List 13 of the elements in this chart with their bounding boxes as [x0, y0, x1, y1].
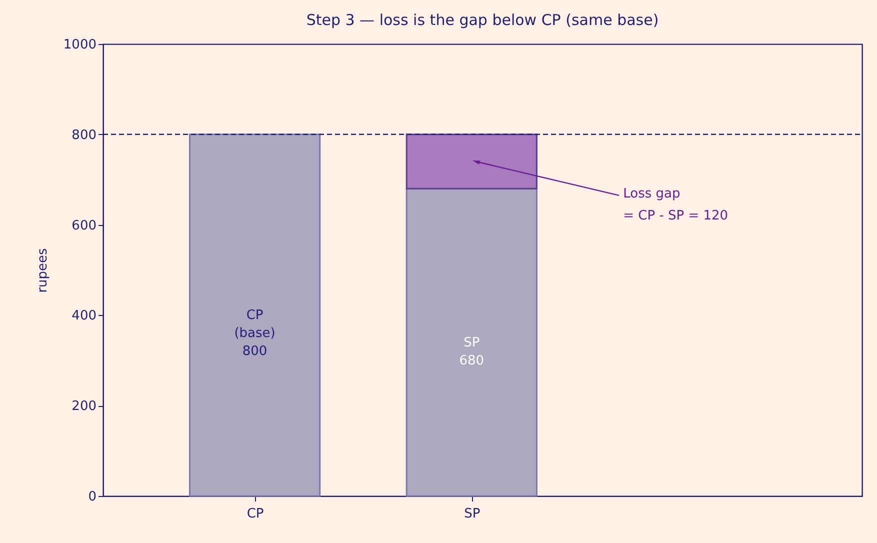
- y-tick-label: 600: [72, 218, 96, 234]
- y-axis-title: rupees: [35, 248, 50, 293]
- chart-title: Step 3 — loss is the gap below CP (same base): [306, 11, 659, 29]
- data-label: SP 680: [459, 335, 484, 368]
- data-label: CP (base) 800: [234, 308, 276, 360]
- y-tick-label: 800: [72, 128, 96, 143]
- x-tick-label: CP: [246, 506, 264, 522]
- y-tick-label: 1000: [63, 38, 96, 52]
- y-tick-label: 200: [72, 399, 96, 414]
- y-tick-label: 400: [72, 308, 96, 324]
- x-tick-label: SP: [464, 506, 480, 522]
- text: Loss gap = CP - SP = 120: [623, 186, 728, 224]
- y-tick-label: 0: [88, 490, 96, 504]
